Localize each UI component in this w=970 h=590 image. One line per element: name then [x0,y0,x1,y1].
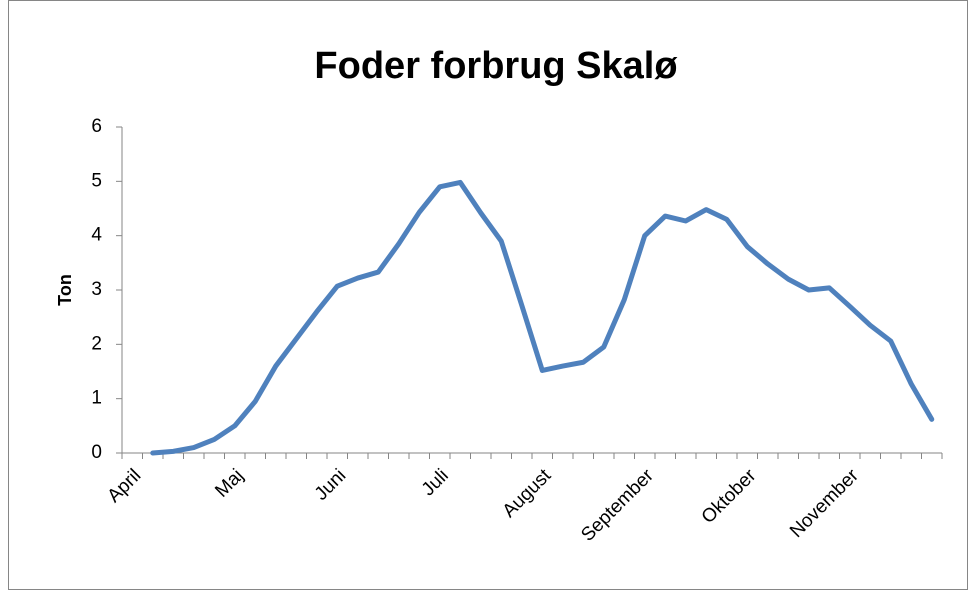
y-tick-label: 0 [91,442,102,463]
y-tick-label: 4 [91,225,102,246]
line-series [150,179,935,456]
y-tick-label: 3 [91,279,102,300]
y-tick-label: 5 [91,170,102,191]
chart-frame [8,0,968,590]
y-axis-label: Ton [55,274,75,306]
y-tick-label: 1 [91,388,102,409]
chart-title: Foder forbrug Skalø [314,45,678,87]
y-tick-label: 6 [91,116,102,137]
y-tick-label: 2 [91,333,102,354]
